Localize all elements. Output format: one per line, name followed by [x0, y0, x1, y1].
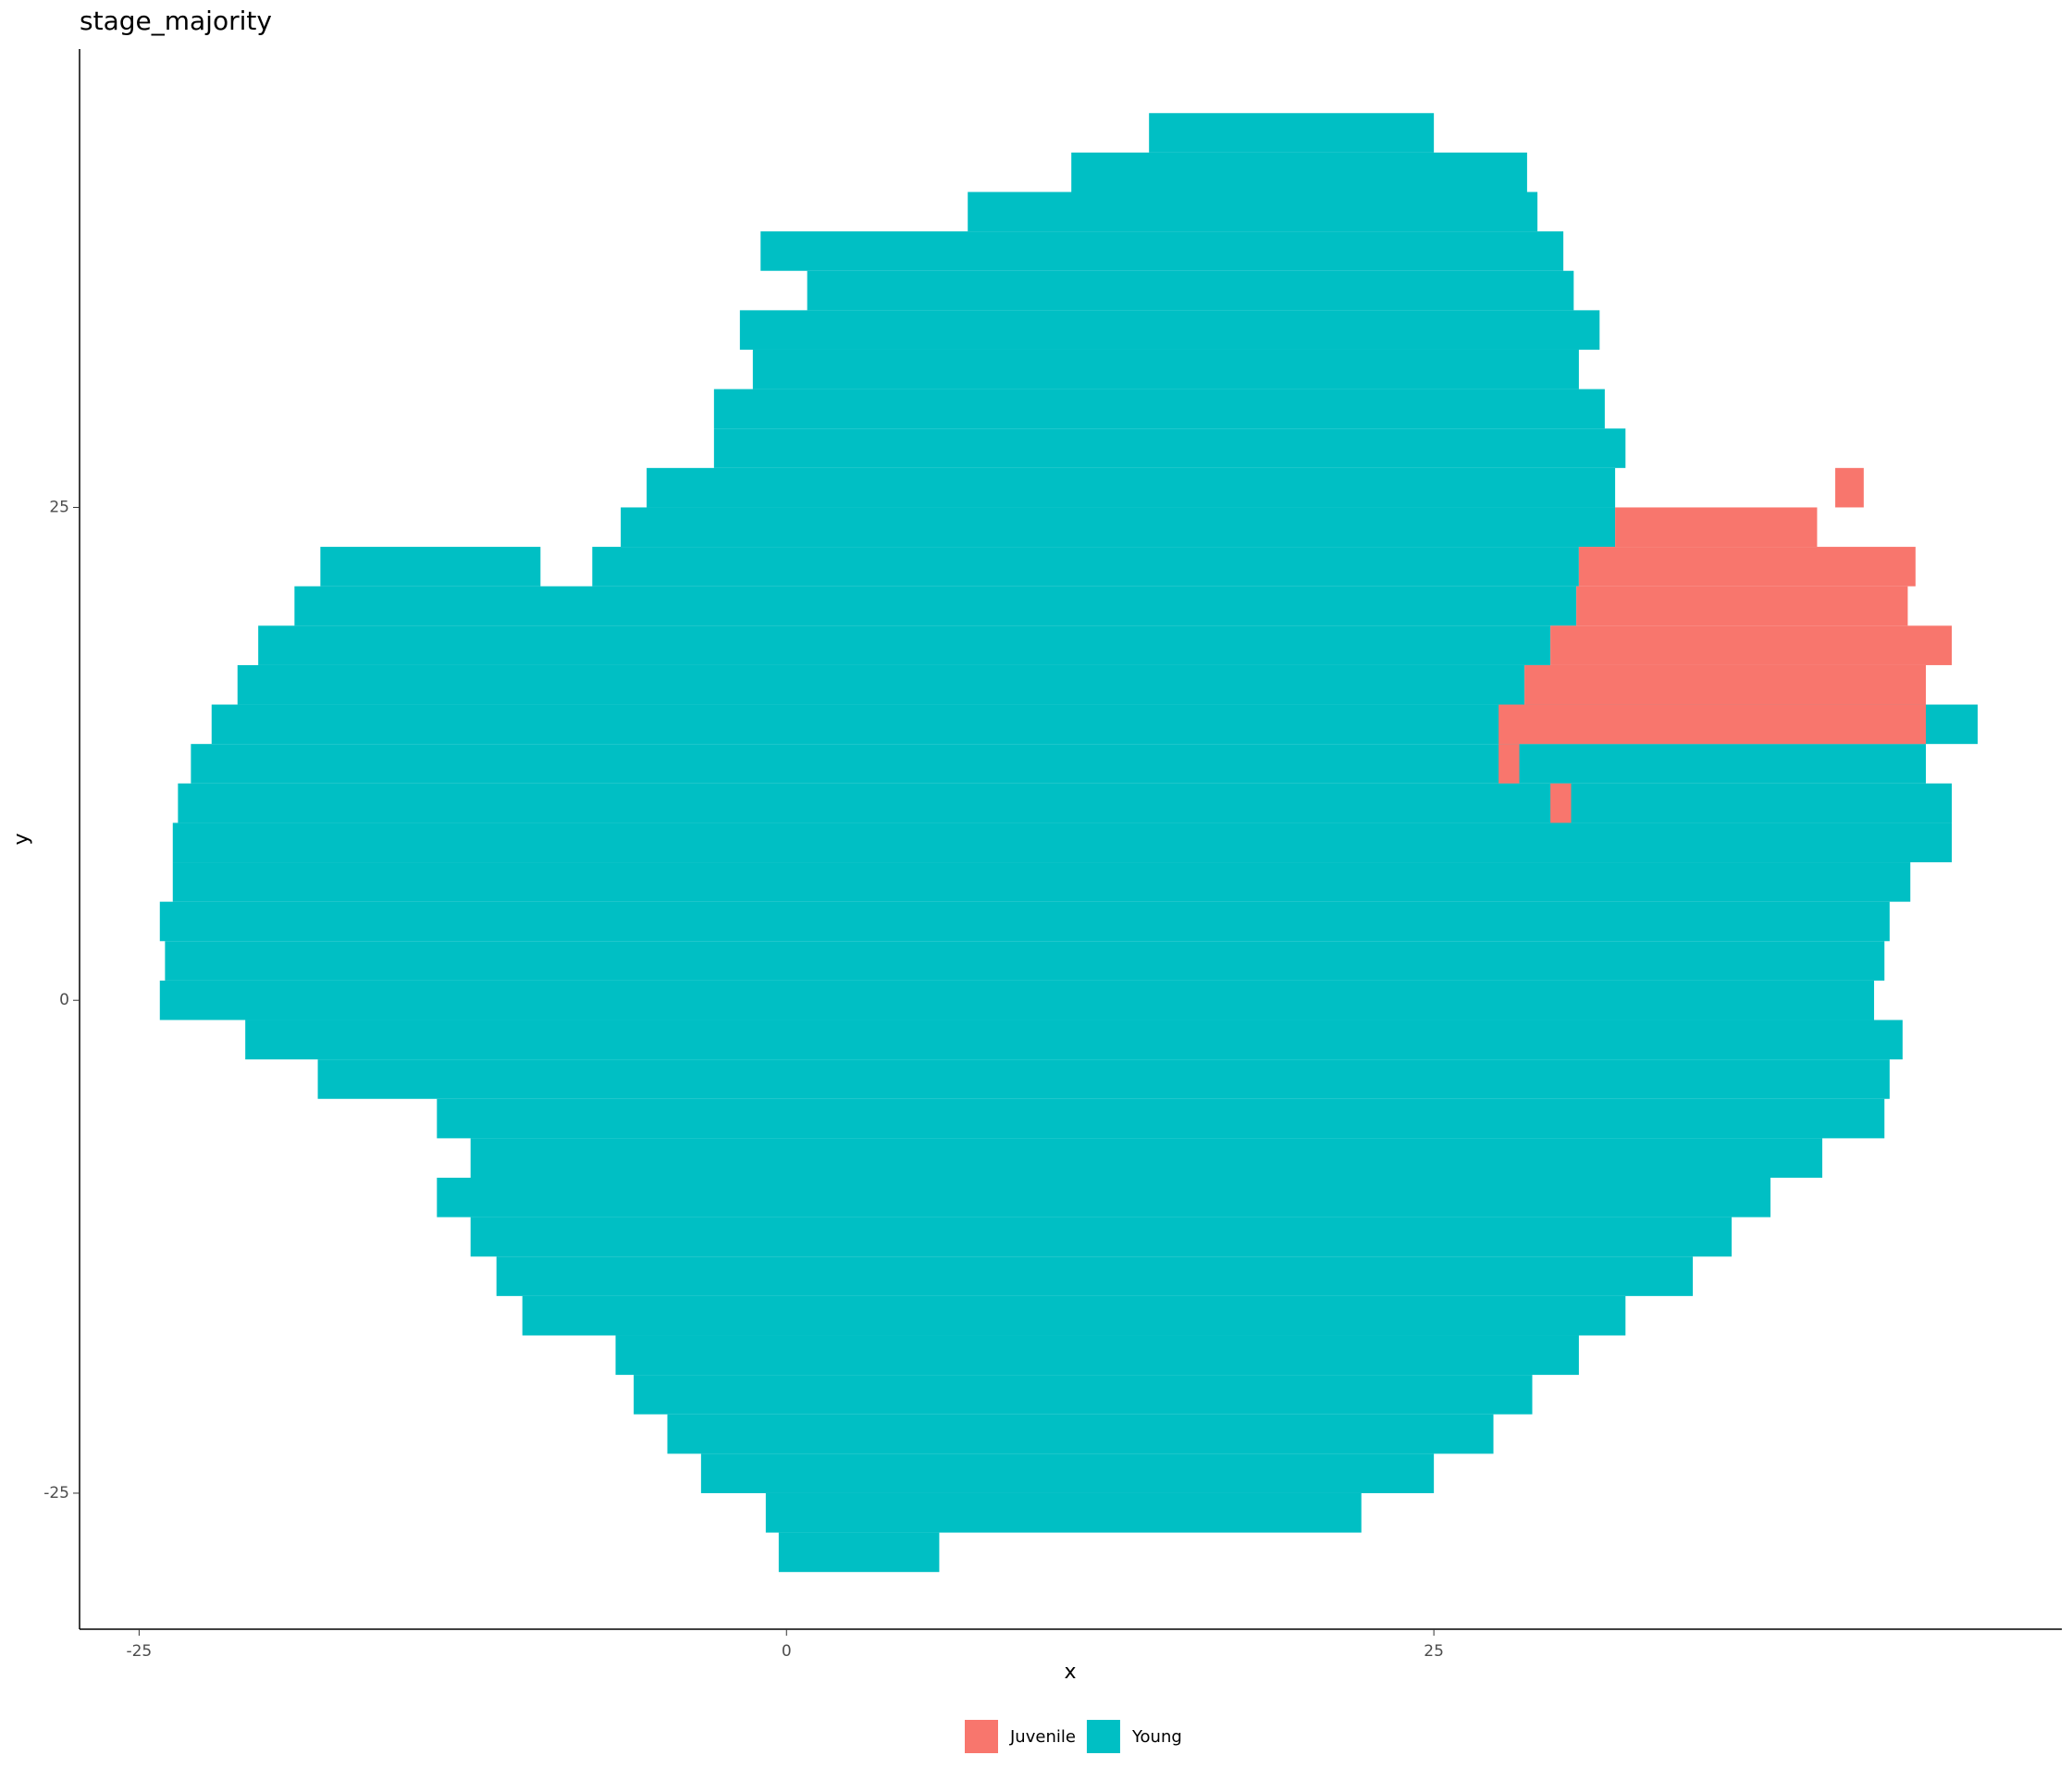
hex-row [159, 980, 1875, 1020]
y-axis-label: y [10, 833, 33, 845]
x-axis-label: x [1064, 1661, 1076, 1684]
hex-row [713, 389, 1605, 429]
legend: Juvenile Young [965, 1720, 1182, 1753]
hex-row [317, 1059, 1890, 1099]
hex-row [1071, 152, 1527, 192]
hex-row [752, 349, 1579, 389]
hex-row [165, 941, 1885, 981]
hex-row [172, 862, 1911, 902]
hex-row [647, 467, 1616, 508]
legend-label: Young [1131, 1727, 1182, 1747]
hex-row [1615, 507, 1818, 548]
hex-row [667, 1414, 1494, 1454]
hex-row [1498, 704, 1927, 745]
y-tick-label: 0 [59, 991, 69, 1009]
legend-label: Juvenile [1009, 1727, 1076, 1747]
plot-area [159, 113, 1979, 1573]
hex-row [320, 547, 541, 587]
y-tick-label: 25 [49, 498, 69, 516]
hex-row [245, 1020, 1903, 1060]
hex-row [778, 1532, 940, 1573]
hex-row [172, 822, 1953, 863]
hex-row [470, 1138, 1823, 1178]
legend-swatch [965, 1720, 998, 1753]
hex-row [437, 1098, 1885, 1139]
hex-row [1498, 744, 1520, 784]
hex-row [191, 744, 1927, 784]
hex-row [592, 547, 1579, 587]
hex-row [1550, 625, 1953, 665]
hex-row [1149, 113, 1435, 153]
hex-row [765, 1492, 1362, 1533]
hex-row [1524, 664, 1927, 705]
hex-row [621, 507, 1616, 548]
hex-row [1576, 586, 1908, 626]
hex-row [739, 310, 1600, 350]
hex-row [470, 1217, 1733, 1257]
hex-row [496, 1256, 1694, 1296]
y-tick-label: -25 [43, 1484, 69, 1502]
hex-row [294, 586, 1577, 626]
hex-row [700, 1453, 1435, 1493]
hex-row [968, 192, 1538, 232]
hex-row [713, 428, 1626, 468]
hex-row [634, 1375, 1533, 1415]
hex-row [237, 664, 1525, 705]
x-tick-label: 0 [782, 1642, 792, 1661]
hex-row [1835, 467, 1864, 508]
hex-row [760, 231, 1564, 271]
x-tick-label: -25 [126, 1642, 152, 1661]
hex-row [437, 1178, 1771, 1218]
hex-row [522, 1295, 1626, 1336]
hex-row [159, 901, 1890, 942]
hex-row [615, 1335, 1579, 1376]
hex-row [258, 625, 1551, 665]
hex-row [807, 270, 1574, 311]
hex-row [178, 783, 1953, 823]
x-tick-label: 25 [1424, 1642, 1444, 1661]
hex-row [1578, 547, 1916, 587]
legend-swatch [1086, 1720, 1120, 1753]
chart-title: stage_majority [80, 6, 272, 36]
hex-row [1550, 783, 1572, 823]
